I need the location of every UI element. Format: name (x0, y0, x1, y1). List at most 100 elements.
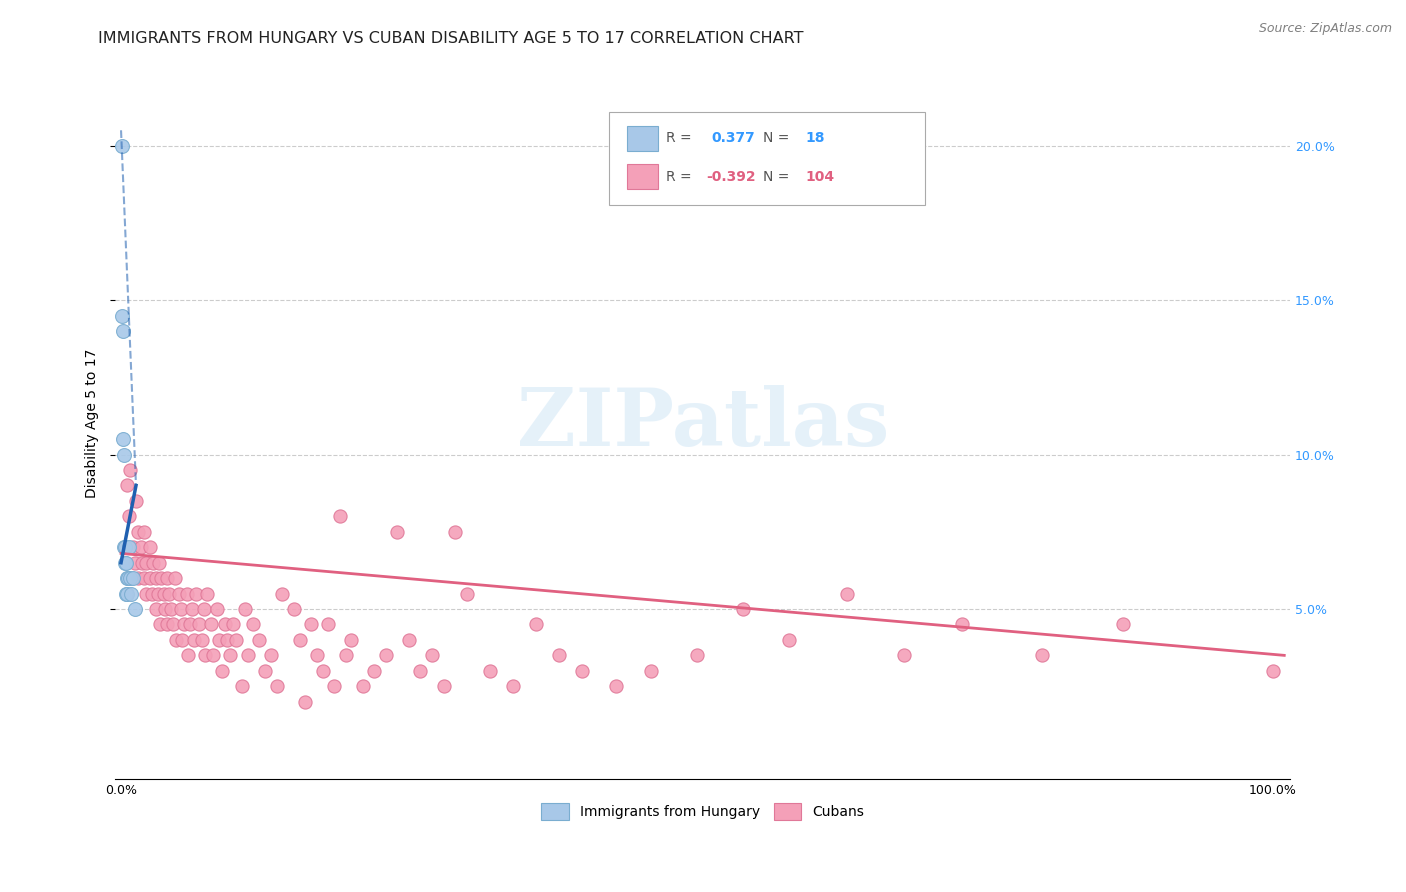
Point (135, 586, 157, 600)
Point (121, 571, 143, 585)
Point (571, 664, 593, 678)
Point (214, 617, 236, 632)
Point (190, 632, 212, 647)
Point (149, 617, 172, 632)
Point (1112, 617, 1135, 632)
Point (142, 556, 165, 570)
Point (420, 648, 443, 663)
Point (188, 617, 211, 632)
Point (311, 664, 333, 678)
Text: IMMIGRANTS FROM HUNGARY VS CUBAN DISABILITY AGE 5 TO 17 CORRELATION CHART: IMMIGRANTS FROM HUNGARY VS CUBAN DISABIL… (98, 31, 804, 46)
Point (323, 679, 346, 693)
Point (118, 541, 141, 555)
Point (950, 617, 973, 632)
Point (179, 617, 201, 632)
Point (139, 541, 162, 555)
Point (524, 617, 547, 632)
Point (294, 695, 316, 709)
Point (111, 138, 134, 153)
Text: 18: 18 (806, 131, 825, 145)
Point (183, 632, 205, 647)
Point (131, 556, 153, 570)
Point (145, 571, 167, 585)
Point (165, 571, 187, 585)
Point (211, 664, 233, 678)
Point (1031, 648, 1053, 663)
Point (125, 494, 148, 508)
Point (115, 586, 138, 600)
Point (114, 541, 136, 555)
Legend: Immigrants from Hungary, Cubans: Immigrants from Hungary, Cubans (536, 797, 870, 825)
Point (112, 324, 135, 338)
Point (117, 571, 139, 585)
Point (124, 602, 146, 616)
Point (148, 556, 170, 570)
Point (605, 679, 627, 693)
Point (156, 617, 179, 632)
Point (502, 679, 524, 693)
Text: N =: N = (763, 131, 799, 145)
Point (893, 648, 915, 663)
Y-axis label: Disability Age 5 to 17: Disability Age 5 to 17 (86, 349, 100, 499)
Point (363, 664, 385, 678)
Point (318, 617, 340, 632)
Point (640, 664, 662, 678)
Point (197, 586, 219, 600)
Point (176, 586, 198, 600)
Point (398, 632, 420, 647)
Point (114, 556, 136, 570)
Point (139, 571, 162, 585)
Point (162, 617, 184, 632)
Text: Source: ZipAtlas.com: Source: ZipAtlas.com (1258, 22, 1392, 36)
Point (132, 571, 155, 585)
Point (247, 632, 270, 647)
Point (145, 602, 167, 616)
Point (731, 602, 754, 616)
Point (329, 509, 352, 524)
Text: ZIPatlas: ZIPatlas (516, 384, 889, 463)
Point (132, 524, 155, 539)
Point (202, 648, 225, 663)
Point (127, 524, 149, 539)
Point (686, 648, 709, 663)
Point (340, 632, 363, 647)
Point (444, 524, 467, 539)
Point (135, 556, 157, 570)
Point (115, 586, 138, 600)
Text: R =: R = (666, 169, 696, 184)
Point (141, 586, 163, 600)
Point (266, 679, 288, 693)
Point (335, 648, 357, 663)
Point (200, 617, 222, 632)
Point (236, 648, 259, 663)
Point (374, 648, 396, 663)
Point (129, 541, 152, 555)
Point (194, 648, 217, 663)
Point (352, 679, 374, 693)
Point (456, 586, 478, 600)
Point (215, 632, 238, 647)
Point (478, 664, 501, 678)
Point (387, 524, 409, 539)
Text: -0.392: -0.392 (706, 169, 755, 184)
Point (150, 571, 173, 585)
Point (235, 602, 257, 616)
Point (288, 632, 311, 647)
Point (835, 586, 858, 600)
Point (146, 586, 169, 600)
Point (305, 648, 328, 663)
Point (181, 602, 204, 616)
Point (177, 648, 200, 663)
Point (1261, 664, 1284, 678)
Point (120, 586, 142, 600)
Point (153, 602, 176, 616)
Point (167, 586, 190, 600)
Point (127, 571, 149, 585)
Point (432, 679, 454, 693)
Point (111, 309, 134, 323)
Point (152, 586, 174, 600)
Point (118, 509, 141, 524)
Point (114, 556, 136, 570)
Point (193, 602, 215, 616)
Point (170, 602, 193, 616)
